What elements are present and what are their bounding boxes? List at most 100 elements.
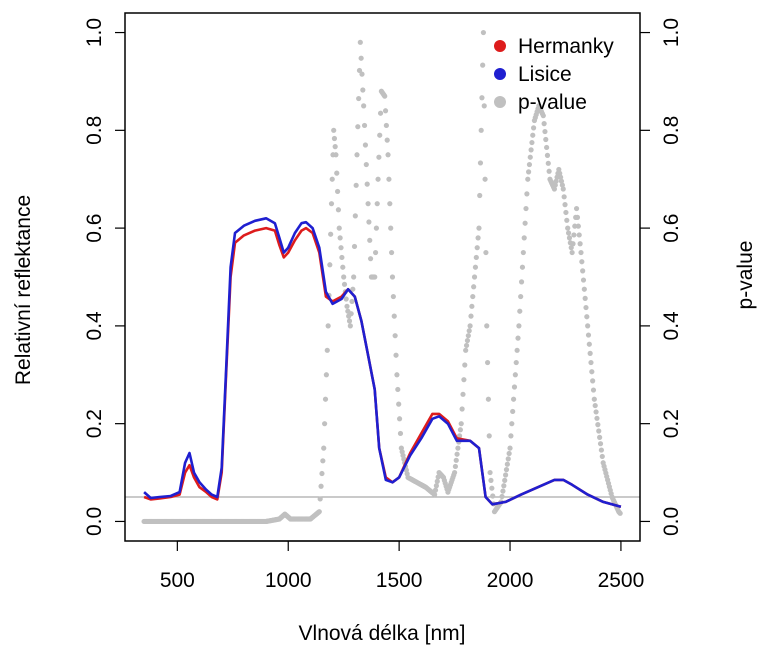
- pvalue-point: [390, 293, 396, 300]
- pvalue-point: [391, 313, 397, 319]
- pvalue-point: [479, 95, 485, 101]
- pvalue-point: [518, 279, 525, 285]
- y2-tick-label: 0.0: [660, 507, 683, 536]
- pvalue-point: [477, 192, 483, 199]
- pvalue-point: [506, 450, 512, 457]
- pvalue-point: [388, 249, 395, 256]
- pvalue-point: [322, 396, 329, 402]
- pvalue-point: [356, 67, 363, 74]
- pvalue-point: [386, 176, 392, 182]
- pvalue-point: [359, 71, 365, 77]
- pvalue-point: [332, 144, 338, 150]
- pvalue-point: [387, 201, 393, 207]
- pvalue-point: [480, 29, 487, 36]
- legend-label: p-value: [518, 91, 587, 114]
- pvalue-point: [474, 245, 480, 251]
- pvalue-point: [433, 483, 439, 489]
- pvalue-point: [484, 359, 491, 366]
- pvalue-point: [322, 421, 328, 427]
- pvalue-point: [565, 230, 572, 236]
- pvalue-point: [372, 249, 379, 256]
- legend-marker: [494, 68, 506, 80]
- legend-label: Hermanky: [518, 35, 614, 58]
- pvalue-point: [582, 295, 588, 301]
- pvalue-point: [590, 387, 597, 393]
- pvalue-point: [338, 245, 344, 251]
- pvalue-point: [353, 182, 359, 188]
- pvalue-point: [335, 207, 342, 213]
- x-tick-label: 1500: [376, 569, 423, 592]
- pvalue-point: [566, 235, 573, 241]
- pvalue-point: [564, 217, 570, 223]
- pvalue-point: [589, 369, 595, 375]
- pvalue-point: [376, 154, 382, 160]
- x-axis: 500 1000 1500 2000 2500: [160, 540, 645, 592]
- pvalue-point: [545, 160, 551, 166]
- x-tick-label: 2000: [487, 569, 534, 592]
- pvalue-point: [331, 127, 337, 133]
- pvalue-point: [502, 472, 509, 478]
- pvalue-point: [526, 169, 532, 175]
- pvalue-point: [595, 422, 601, 428]
- pvalue-point: [552, 182, 558, 188]
- pvalue-point: [515, 335, 521, 341]
- pvalue-point: [487, 469, 493, 476]
- plot-content: [125, 29, 640, 525]
- pvalue-point: [352, 213, 358, 219]
- pvalue-point: [452, 463, 459, 470]
- pvalue-point: [366, 219, 372, 225]
- y-tick-label: 0.4: [83, 311, 106, 341]
- legend: Hermanky Lisice p-value: [494, 35, 614, 114]
- pvalue-point: [317, 496, 323, 502]
- pvalue-point: [347, 323, 353, 329]
- pvalue-point: [560, 186, 566, 192]
- pvalue-point: [367, 237, 373, 243]
- pvalue-point: [594, 415, 600, 421]
- pvalue-point: [333, 152, 339, 158]
- pvalue-point: [395, 386, 401, 393]
- pvalue-point: [339, 254, 345, 261]
- pvalue-point: [516, 323, 522, 329]
- pvalue-point: [351, 243, 358, 250]
- pvalue-point: [543, 136, 549, 143]
- x-tick-label: 2500: [598, 569, 645, 592]
- series-pvalue: [141, 29, 623, 525]
- pvalue-point: [382, 93, 388, 99]
- pvalue-point: [354, 152, 360, 158]
- pvalue-point: [510, 396, 517, 402]
- pvalue-point: [588, 359, 594, 366]
- pvalue-point: [389, 274, 396, 280]
- x-tick-label: 500: [160, 569, 195, 592]
- pvalue-point: [466, 328, 472, 334]
- pvalue-point: [337, 235, 343, 241]
- pvalue-point: [432, 491, 438, 498]
- pvalue-point: [319, 470, 325, 477]
- y-axis-right: 0.0 0.2 0.4 0.6 0.8 1.0: [640, 18, 683, 536]
- pvalue-point: [542, 128, 548, 135]
- pvalue-point: [394, 372, 400, 378]
- y2-tick-label: 0.8: [660, 116, 683, 145]
- pvalue-point: [397, 430, 404, 437]
- pvalue-point: [599, 453, 605, 460]
- pvalue-point: [392, 333, 398, 339]
- pvalue-point: [385, 152, 391, 158]
- pvalue-point: [514, 347, 520, 353]
- pvalue-point: [316, 509, 322, 515]
- pvalue-point: [541, 121, 547, 127]
- pvalue-point: [324, 347, 330, 353]
- pvalue-point: [318, 483, 324, 489]
- pvalue-point: [556, 166, 562, 173]
- pvalue-point: [574, 214, 581, 220]
- pvalue-point: [559, 182, 565, 188]
- y2-tick-label: 0.6: [660, 214, 683, 243]
- pvalue-point: [523, 205, 529, 212]
- pvalue-point: [562, 202, 568, 208]
- pvalue-point: [460, 391, 466, 397]
- pvalue-point: [500, 488, 506, 494]
- pvalue-point: [486, 433, 492, 439]
- pvalue-point: [488, 477, 494, 483]
- pvalue-point: [459, 406, 465, 412]
- pvalue-point: [396, 401, 402, 407]
- pvalue-point: [617, 510, 623, 516]
